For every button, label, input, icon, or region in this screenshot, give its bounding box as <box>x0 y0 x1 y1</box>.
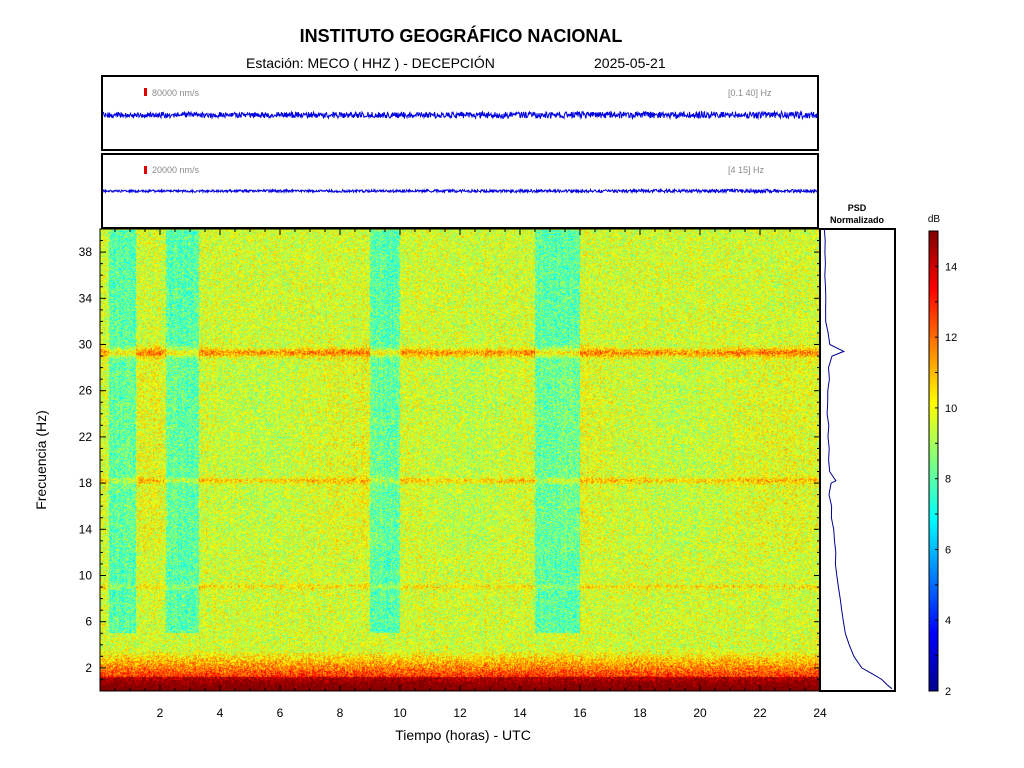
seismogram-filtered-filter: [4 15] Hz <box>728 165 765 175</box>
colorbar-tick-label: 4 <box>945 615 951 627</box>
x-tick-label: 22 <box>753 706 767 720</box>
seismogram-filtered-scale: 20000 nm/s <box>152 165 200 175</box>
y-tick-label: 2 <box>85 661 92 675</box>
x-tick-label: 6 <box>277 706 284 720</box>
scale-bar-icon <box>144 88 147 96</box>
y-tick-label: 30 <box>79 338 93 352</box>
x-tick-label: 2 <box>157 706 164 720</box>
seismogram-broadband-scale: 80000 nm/s <box>152 88 200 98</box>
colorbar-tick-label: 10 <box>945 403 957 415</box>
colorbar-label: dB <box>928 214 941 225</box>
x-tick-label: 24 <box>813 706 827 720</box>
seismogram-broadband-filter: [0.1 40] Hz <box>728 88 772 98</box>
psd-frame <box>819 228 896 692</box>
y-tick-label: 6 <box>85 615 92 629</box>
station-label: Estación: MECO ( HHZ ) - DECEPCIÓN <box>246 55 495 71</box>
x-tick-label: 4 <box>217 706 224 720</box>
y-axis-label: Frecuencia (Hz) <box>33 410 49 510</box>
y-tick-label: 22 <box>79 430 93 444</box>
x-tick-label: 16 <box>573 706 587 720</box>
colorbar-tick-label: 12 <box>945 332 957 344</box>
x-tick-label: 8 <box>337 706 344 720</box>
y-tick-label: 10 <box>79 569 93 583</box>
trace-line <box>102 187 818 195</box>
x-axis: 2 4 6 8 10 12 14 16 18 20 22 24 <box>99 229 827 720</box>
spectrogram-image <box>100 229 820 691</box>
scale-bar-icon <box>144 166 147 174</box>
seismogram-broadband-trace <box>102 109 818 121</box>
x-tick-label: 20 <box>693 706 707 720</box>
x-tick-label: 10 <box>393 706 407 720</box>
figure-title: INSTITUTO GEOGRÁFICO NACIONAL <box>299 26 623 46</box>
colorbar-tick-label: 6 <box>945 544 951 556</box>
colorbar-tick-label: 8 <box>945 474 951 486</box>
y-tick-label: 38 <box>79 245 93 259</box>
psd-curve <box>823 228 893 690</box>
trace-line <box>102 109 818 121</box>
colorbar-tick-label: 2 <box>945 686 951 698</box>
y-tick-label: 18 <box>79 476 93 490</box>
psd-panel: PSD Normalizado <box>819 203 896 692</box>
x-tick-label: 12 <box>453 706 467 720</box>
x-tick-label: 14 <box>513 706 527 720</box>
psd-line <box>823 228 893 690</box>
colorbar-ticks: 2 4 6 8 10 12 14 <box>935 261 957 698</box>
date-label: 2025-05-21 <box>594 55 666 71</box>
psd-title: PSD <box>848 203 867 213</box>
seismogram-filtered-panel: 20000 nm/s [4 15] Hz <box>101 153 819 229</box>
spectrogram-panel: 2 4 6 8 10 12 14 16 18 20 22 24 261014182226303438 … <box>33 228 827 743</box>
colorbar-tick-label: 14 <box>945 261 957 273</box>
seismogram-broadband-panel: 80000 nm/s [0.1 40] Hz <box>101 75 819 151</box>
x-tick-label: 18 <box>633 706 647 720</box>
psd-subtitle: Normalizado <box>830 215 885 225</box>
x-axis-label: Tiempo (horas) - UTC <box>395 727 531 743</box>
y-tick-label: 26 <box>79 384 93 398</box>
seismogram-filtered-trace <box>102 187 818 195</box>
colorbar: dB 2 4 6 8 10 12 14 <box>928 214 957 698</box>
colorbar-gradient <box>928 230 939 692</box>
y-tick-label: 14 <box>79 522 93 536</box>
y-tick-label: 34 <box>79 291 93 305</box>
